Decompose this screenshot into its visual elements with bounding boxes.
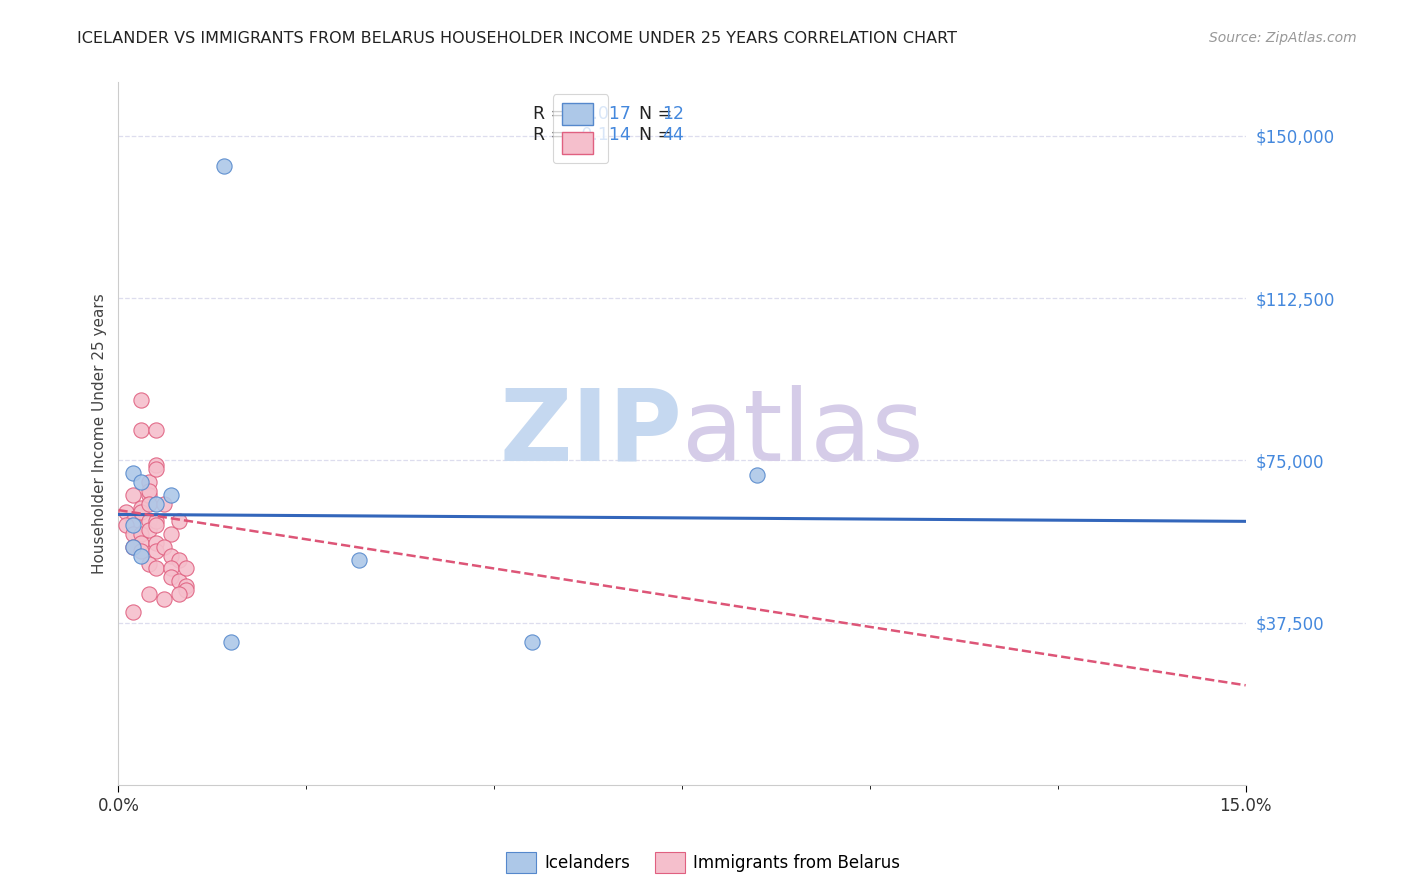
Point [115, 518, 138, 533]
Point [122, 527, 145, 541]
Point [145, 535, 167, 549]
Point [122, 488, 145, 502]
Text: ZIP: ZIP [499, 384, 682, 482]
Point [122, 514, 145, 528]
Point [152, 591, 174, 606]
Point [122, 467, 145, 481]
Point [129, 392, 152, 407]
Point [160, 488, 183, 502]
Point [520, 635, 543, 649]
Text: 12: 12 [662, 104, 683, 122]
Point [145, 458, 167, 472]
Point [138, 523, 160, 537]
Point [145, 518, 167, 533]
Point [138, 557, 160, 571]
Point [129, 527, 152, 541]
Text: R =: R = [533, 104, 571, 122]
Point [145, 497, 167, 511]
Point [174, 561, 197, 575]
Point [138, 497, 160, 511]
Point [167, 514, 190, 528]
Point [167, 574, 190, 589]
Point [160, 570, 183, 584]
Point [138, 488, 160, 502]
Legend: , : , [553, 94, 609, 163]
Point [129, 423, 152, 437]
Point [115, 505, 138, 519]
Point [152, 540, 174, 554]
Point [138, 587, 160, 601]
Text: -0.017: -0.017 [575, 104, 631, 122]
Text: 44: 44 [662, 127, 683, 145]
Point [129, 535, 152, 549]
Point [160, 527, 183, 541]
Text: N =: N = [628, 104, 678, 122]
Point [145, 561, 167, 575]
Point [145, 544, 167, 558]
Point [160, 561, 183, 575]
Point [152, 497, 174, 511]
Point [219, 635, 242, 649]
Point [129, 500, 152, 515]
Point [138, 483, 160, 498]
Y-axis label: Householder Income Under 25 years: Householder Income Under 25 years [93, 293, 107, 574]
Point [129, 549, 152, 563]
Point [122, 518, 145, 533]
Text: atlas: atlas [682, 384, 924, 482]
Point [145, 423, 167, 437]
Point [138, 475, 160, 489]
Point [167, 587, 190, 601]
Point [747, 468, 769, 483]
Point [122, 605, 145, 619]
Text: R =: R = [533, 127, 571, 145]
Point [138, 514, 160, 528]
Point [167, 553, 190, 567]
Point [212, 159, 235, 173]
Point [122, 540, 145, 554]
Point [174, 579, 197, 593]
Point [129, 475, 152, 489]
Point [122, 540, 145, 554]
Point [129, 505, 152, 519]
Point [174, 583, 197, 598]
Point [160, 549, 183, 563]
Point [347, 553, 370, 567]
Point [145, 514, 167, 528]
Text: N =: N = [628, 127, 678, 145]
Point [129, 544, 152, 558]
Legend: Icelanders, Immigrants from Belarus: Icelanders, Immigrants from Belarus [499, 846, 907, 880]
Text: -0.114: -0.114 [575, 127, 631, 145]
Point [145, 462, 167, 476]
Text: Source: ZipAtlas.com: Source: ZipAtlas.com [1209, 31, 1357, 45]
Text: ICELANDER VS IMMIGRANTS FROM BELARUS HOUSEHOLDER INCOME UNDER 25 YEARS CORRELATI: ICELANDER VS IMMIGRANTS FROM BELARUS HOU… [77, 31, 957, 46]
